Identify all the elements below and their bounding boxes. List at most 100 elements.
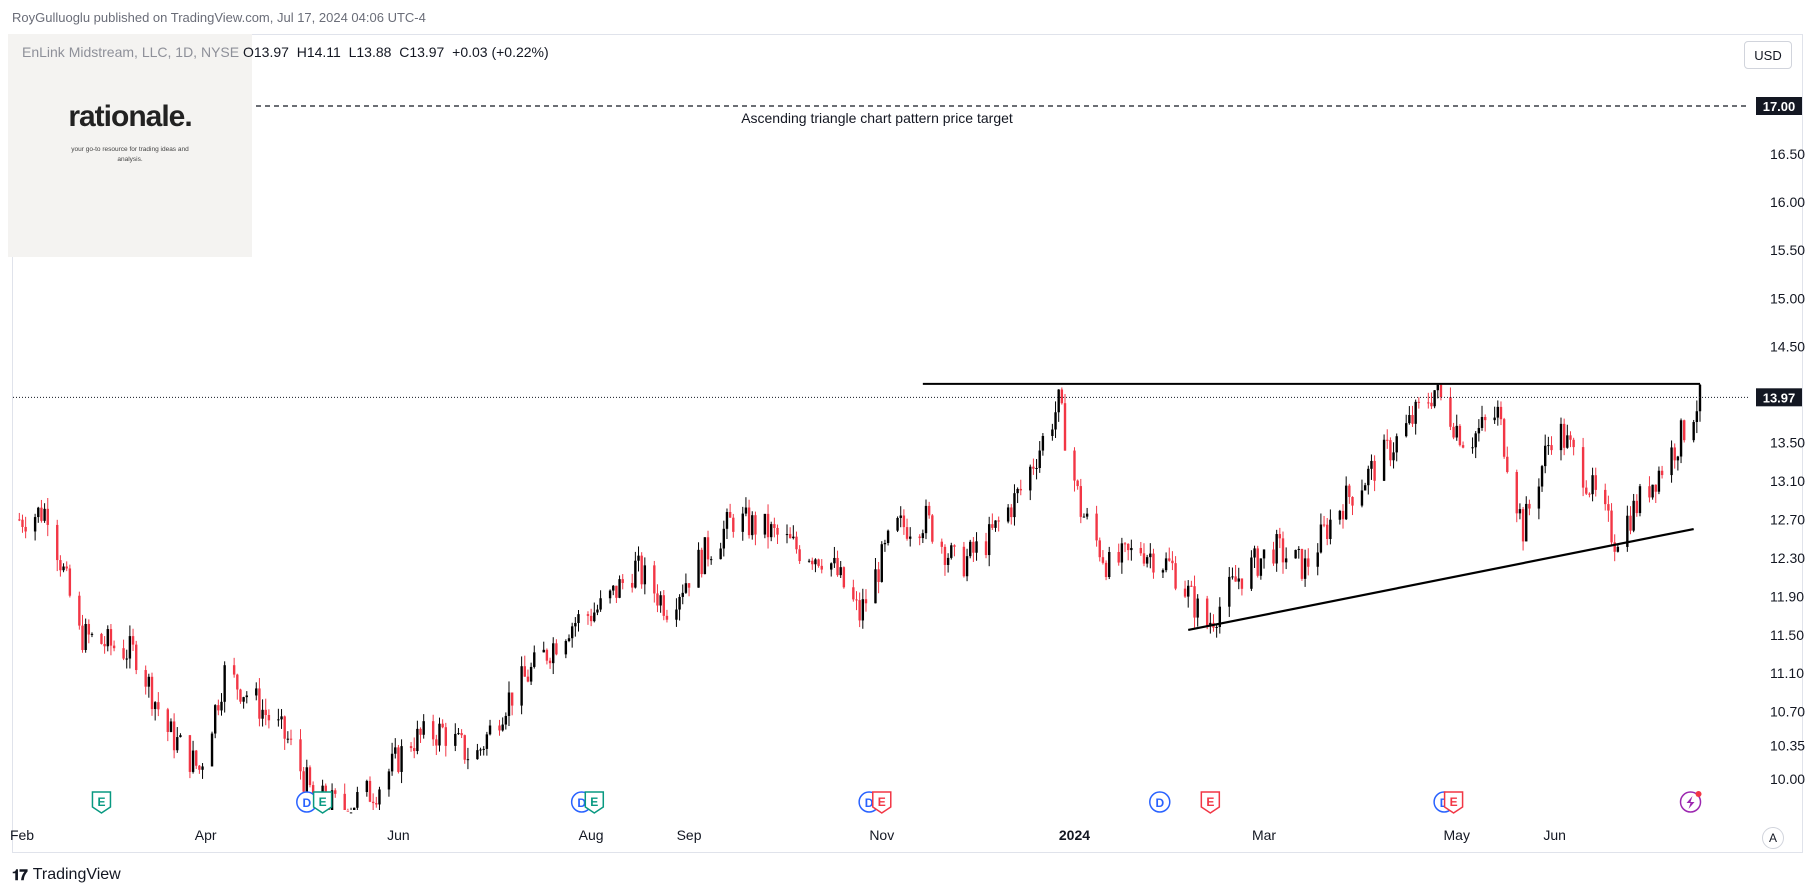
candle-body: [811, 560, 814, 565]
candle-body: [302, 771, 305, 792]
candle-body: [277, 719, 280, 721]
candle-body: [665, 615, 669, 620]
candle-body: [378, 789, 381, 805]
candle-body: [773, 524, 776, 528]
support-trendline[interactable]: [1187, 527, 1694, 632]
currency-button[interactable]: USD: [1744, 41, 1792, 69]
candle-body: [706, 537, 710, 560]
y-axis-label: 15.50: [1770, 242, 1805, 258]
candle-body: [501, 724, 504, 731]
candle-body: [1363, 485, 1367, 491]
candle-body: [441, 723, 444, 728]
candle-body: [1329, 519, 1332, 539]
candle-body: [612, 585, 615, 591]
footer-brand[interactable]: 𝟏𝟕 TradingView: [12, 866, 121, 884]
candle-body: [703, 537, 707, 575]
candle-body: [830, 563, 833, 570]
candle-body: [1660, 470, 1664, 476]
open-value: O13.97: [242, 44, 289, 60]
candle-body: [1566, 435, 1569, 448]
earnings-badge-letter: E: [97, 795, 105, 809]
candle-body: [770, 524, 773, 538]
candle-body: [1240, 578, 1244, 589]
candle-body: [1471, 447, 1474, 449]
candle-body: [1648, 486, 1651, 498]
candle-body: [261, 709, 264, 719]
earnings-badge-letter: E: [319, 795, 327, 809]
earnings-badge-icon[interactable]: [312, 791, 333, 814]
candle-body: [1019, 488, 1022, 491]
candle-body: [1145, 557, 1149, 564]
candle-body: [931, 515, 934, 542]
candle-body: [529, 666, 533, 682]
dividend-badge-icon[interactable]: [1149, 791, 1171, 813]
candle-body: [40, 507, 43, 521]
candle-body: [81, 625, 84, 650]
candle-body: [1344, 485, 1348, 520]
lightning-icon: [1686, 796, 1695, 809]
candle-body: [1307, 558, 1310, 567]
candle-body: [1594, 475, 1597, 490]
earnings-badge-icon[interactable]: [1200, 791, 1221, 814]
candle-body: [311, 785, 315, 798]
candle-body: [413, 748, 416, 752]
candle-body: [1168, 558, 1171, 561]
y-axis-label: 13.10: [1770, 473, 1805, 489]
candle-body: [1076, 480, 1079, 487]
candle-body: [1038, 450, 1041, 469]
candle-body: [1458, 425, 1462, 446]
candle-body: [965, 556, 969, 577]
candle-body: [210, 733, 214, 767]
candle-body: [621, 579, 624, 583]
candle-body: [1591, 475, 1594, 495]
earnings-badge-icon[interactable]: [1443, 791, 1464, 814]
candle-body: [722, 528, 726, 549]
candle-body: [1013, 493, 1016, 518]
y-axis-label: 10.70: [1770, 704, 1805, 720]
candle-body: [1411, 415, 1414, 424]
candle-body: [814, 559, 817, 565]
candle-body: [747, 507, 751, 536]
auto-scale-button[interactable]: A: [1762, 827, 1784, 849]
candle-body: [1613, 542, 1616, 552]
x-axis-label: Nov: [869, 827, 894, 843]
candle-body: [918, 536, 921, 539]
x-axis-label: Jun: [1543, 827, 1566, 843]
candle-body: [375, 803, 378, 805]
candle-body: [984, 541, 988, 556]
candle-body: [479, 749, 482, 751]
candle-body: [166, 709, 169, 732]
candle-body: [1360, 490, 1364, 506]
candle-body: [1035, 468, 1038, 470]
candle-body: [994, 520, 997, 528]
earnings-badge-icon[interactable]: [872, 791, 892, 814]
candle-body: [1676, 456, 1680, 461]
candle-body: [1395, 436, 1398, 453]
candle-body: [213, 705, 217, 734]
candle-body: [1183, 588, 1187, 597]
candle-body: [1174, 563, 1177, 589]
candle-body: [1502, 419, 1506, 457]
candle-body: [78, 595, 81, 626]
candle-body: [542, 649, 545, 653]
watermark-subtitle: your go-to resource for trading ideas an…: [71, 146, 189, 163]
earnings-badge-icon[interactable]: [584, 791, 605, 814]
candle-body: [763, 513, 767, 535]
candle-body: [975, 541, 978, 553]
earnings-badge-icon[interactable]: [91, 791, 112, 814]
candle-body: [1382, 439, 1386, 481]
candle-body: [1079, 486, 1083, 517]
candle-body: [416, 728, 419, 752]
x-axis-label: May: [1444, 827, 1470, 843]
chart-frame: [12, 34, 1803, 853]
candle-body: [1518, 509, 1522, 514]
candle-body: [1389, 440, 1392, 461]
candle-body: [112, 645, 116, 649]
candle-body: [1095, 513, 1098, 541]
candle-body: [618, 579, 621, 598]
symbol-name[interactable]: EnLink Midstream, LLC, 1D, NYSE: [22, 44, 240, 60]
candle-body: [131, 636, 135, 645]
candle-body: [1547, 445, 1550, 447]
candle-body: [630, 582, 634, 588]
